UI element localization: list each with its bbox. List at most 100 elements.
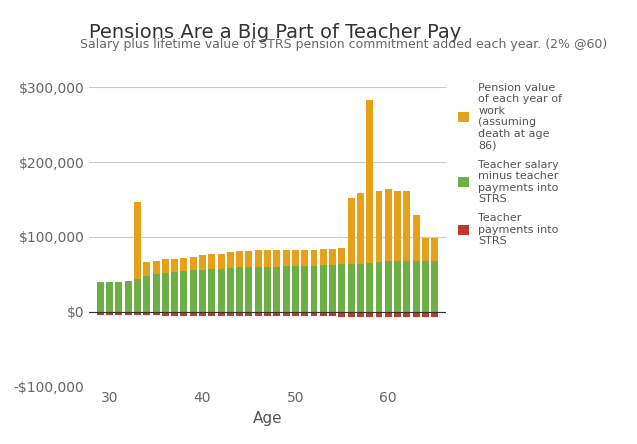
Bar [171, 258, 178, 272]
Bar [97, 312, 104, 314]
Bar [273, 250, 280, 267]
Bar [162, 259, 169, 273]
Bar [376, 312, 382, 317]
Bar [301, 312, 308, 317]
Bar [357, 193, 364, 264]
Bar [376, 191, 382, 262]
Bar [153, 274, 159, 312]
Bar [199, 255, 206, 270]
Bar [431, 262, 438, 312]
Bar [431, 312, 438, 317]
Legend: Pension value
of each year of
work
(assuming
death at age
86), Teacher salary
mi: Pension value of each year of work (assu… [455, 79, 566, 250]
Bar [385, 189, 392, 262]
Bar [273, 312, 280, 316]
Bar [283, 266, 290, 312]
Bar [329, 249, 336, 265]
Bar [413, 312, 420, 317]
Bar [394, 190, 401, 262]
Bar [245, 312, 252, 316]
Bar [413, 215, 420, 262]
Bar [236, 312, 243, 316]
Bar [403, 312, 410, 317]
Bar [394, 312, 401, 317]
Bar [329, 265, 336, 312]
Bar [218, 254, 225, 269]
Bar [208, 312, 215, 316]
Bar [153, 261, 159, 274]
Bar [394, 262, 401, 312]
Bar [180, 271, 187, 312]
Bar [255, 267, 262, 312]
Bar [245, 251, 252, 267]
Bar [180, 312, 187, 316]
Bar [338, 265, 345, 312]
Bar [385, 312, 392, 317]
Bar [236, 251, 243, 267]
Bar [310, 312, 317, 317]
Bar [320, 249, 327, 265]
Bar [403, 262, 410, 312]
Bar [143, 312, 150, 315]
Bar [338, 312, 345, 317]
Bar [106, 281, 113, 312]
Bar [143, 262, 150, 276]
Bar [422, 262, 429, 312]
Bar [403, 190, 410, 262]
Bar [125, 312, 132, 315]
Bar [301, 266, 308, 312]
Bar [413, 262, 420, 312]
Bar [218, 312, 225, 316]
Bar [301, 250, 308, 266]
Bar [125, 281, 132, 312]
Bar [218, 269, 225, 312]
Bar [422, 238, 429, 262]
Bar [348, 312, 355, 317]
X-axis label: Age: Age [253, 411, 282, 426]
Bar [255, 250, 262, 267]
Text: Salary plus lifetime value of STRS pension commitment added each year. (2% @60): Salary plus lifetime value of STRS pensi… [80, 38, 607, 51]
Bar [264, 250, 271, 267]
Bar [348, 198, 355, 264]
Bar [236, 267, 243, 312]
Bar [357, 312, 364, 317]
Bar [227, 268, 234, 312]
Bar [366, 312, 373, 317]
Bar [134, 312, 141, 315]
Bar [273, 267, 280, 312]
Bar [106, 312, 113, 314]
Bar [171, 312, 178, 316]
Bar [310, 250, 317, 266]
Bar [329, 312, 336, 317]
Bar [338, 248, 345, 265]
Bar [227, 312, 234, 316]
Bar [283, 312, 290, 317]
Bar [199, 312, 206, 316]
Bar [190, 270, 197, 312]
Bar [180, 258, 187, 271]
Bar [190, 312, 197, 316]
Bar [283, 250, 290, 266]
Bar [376, 262, 382, 312]
Bar [366, 263, 373, 312]
Text: Pensions Are a Big Part of Teacher Pay: Pensions Are a Big Part of Teacher Pay [89, 23, 461, 42]
Bar [208, 269, 215, 312]
Bar [357, 264, 364, 312]
Bar [255, 312, 262, 316]
Bar [143, 276, 150, 312]
Bar [153, 312, 159, 315]
Bar [190, 257, 197, 270]
Bar [208, 254, 215, 269]
Bar [115, 312, 122, 314]
Bar [292, 250, 299, 266]
Bar [431, 238, 438, 262]
Bar [171, 272, 178, 312]
Bar [320, 265, 327, 312]
Bar [264, 267, 271, 312]
Bar [320, 312, 327, 317]
Bar [162, 273, 169, 312]
Bar [422, 312, 429, 317]
Bar [366, 100, 373, 263]
Bar [245, 267, 252, 312]
Bar [162, 312, 169, 316]
Bar [97, 281, 104, 312]
